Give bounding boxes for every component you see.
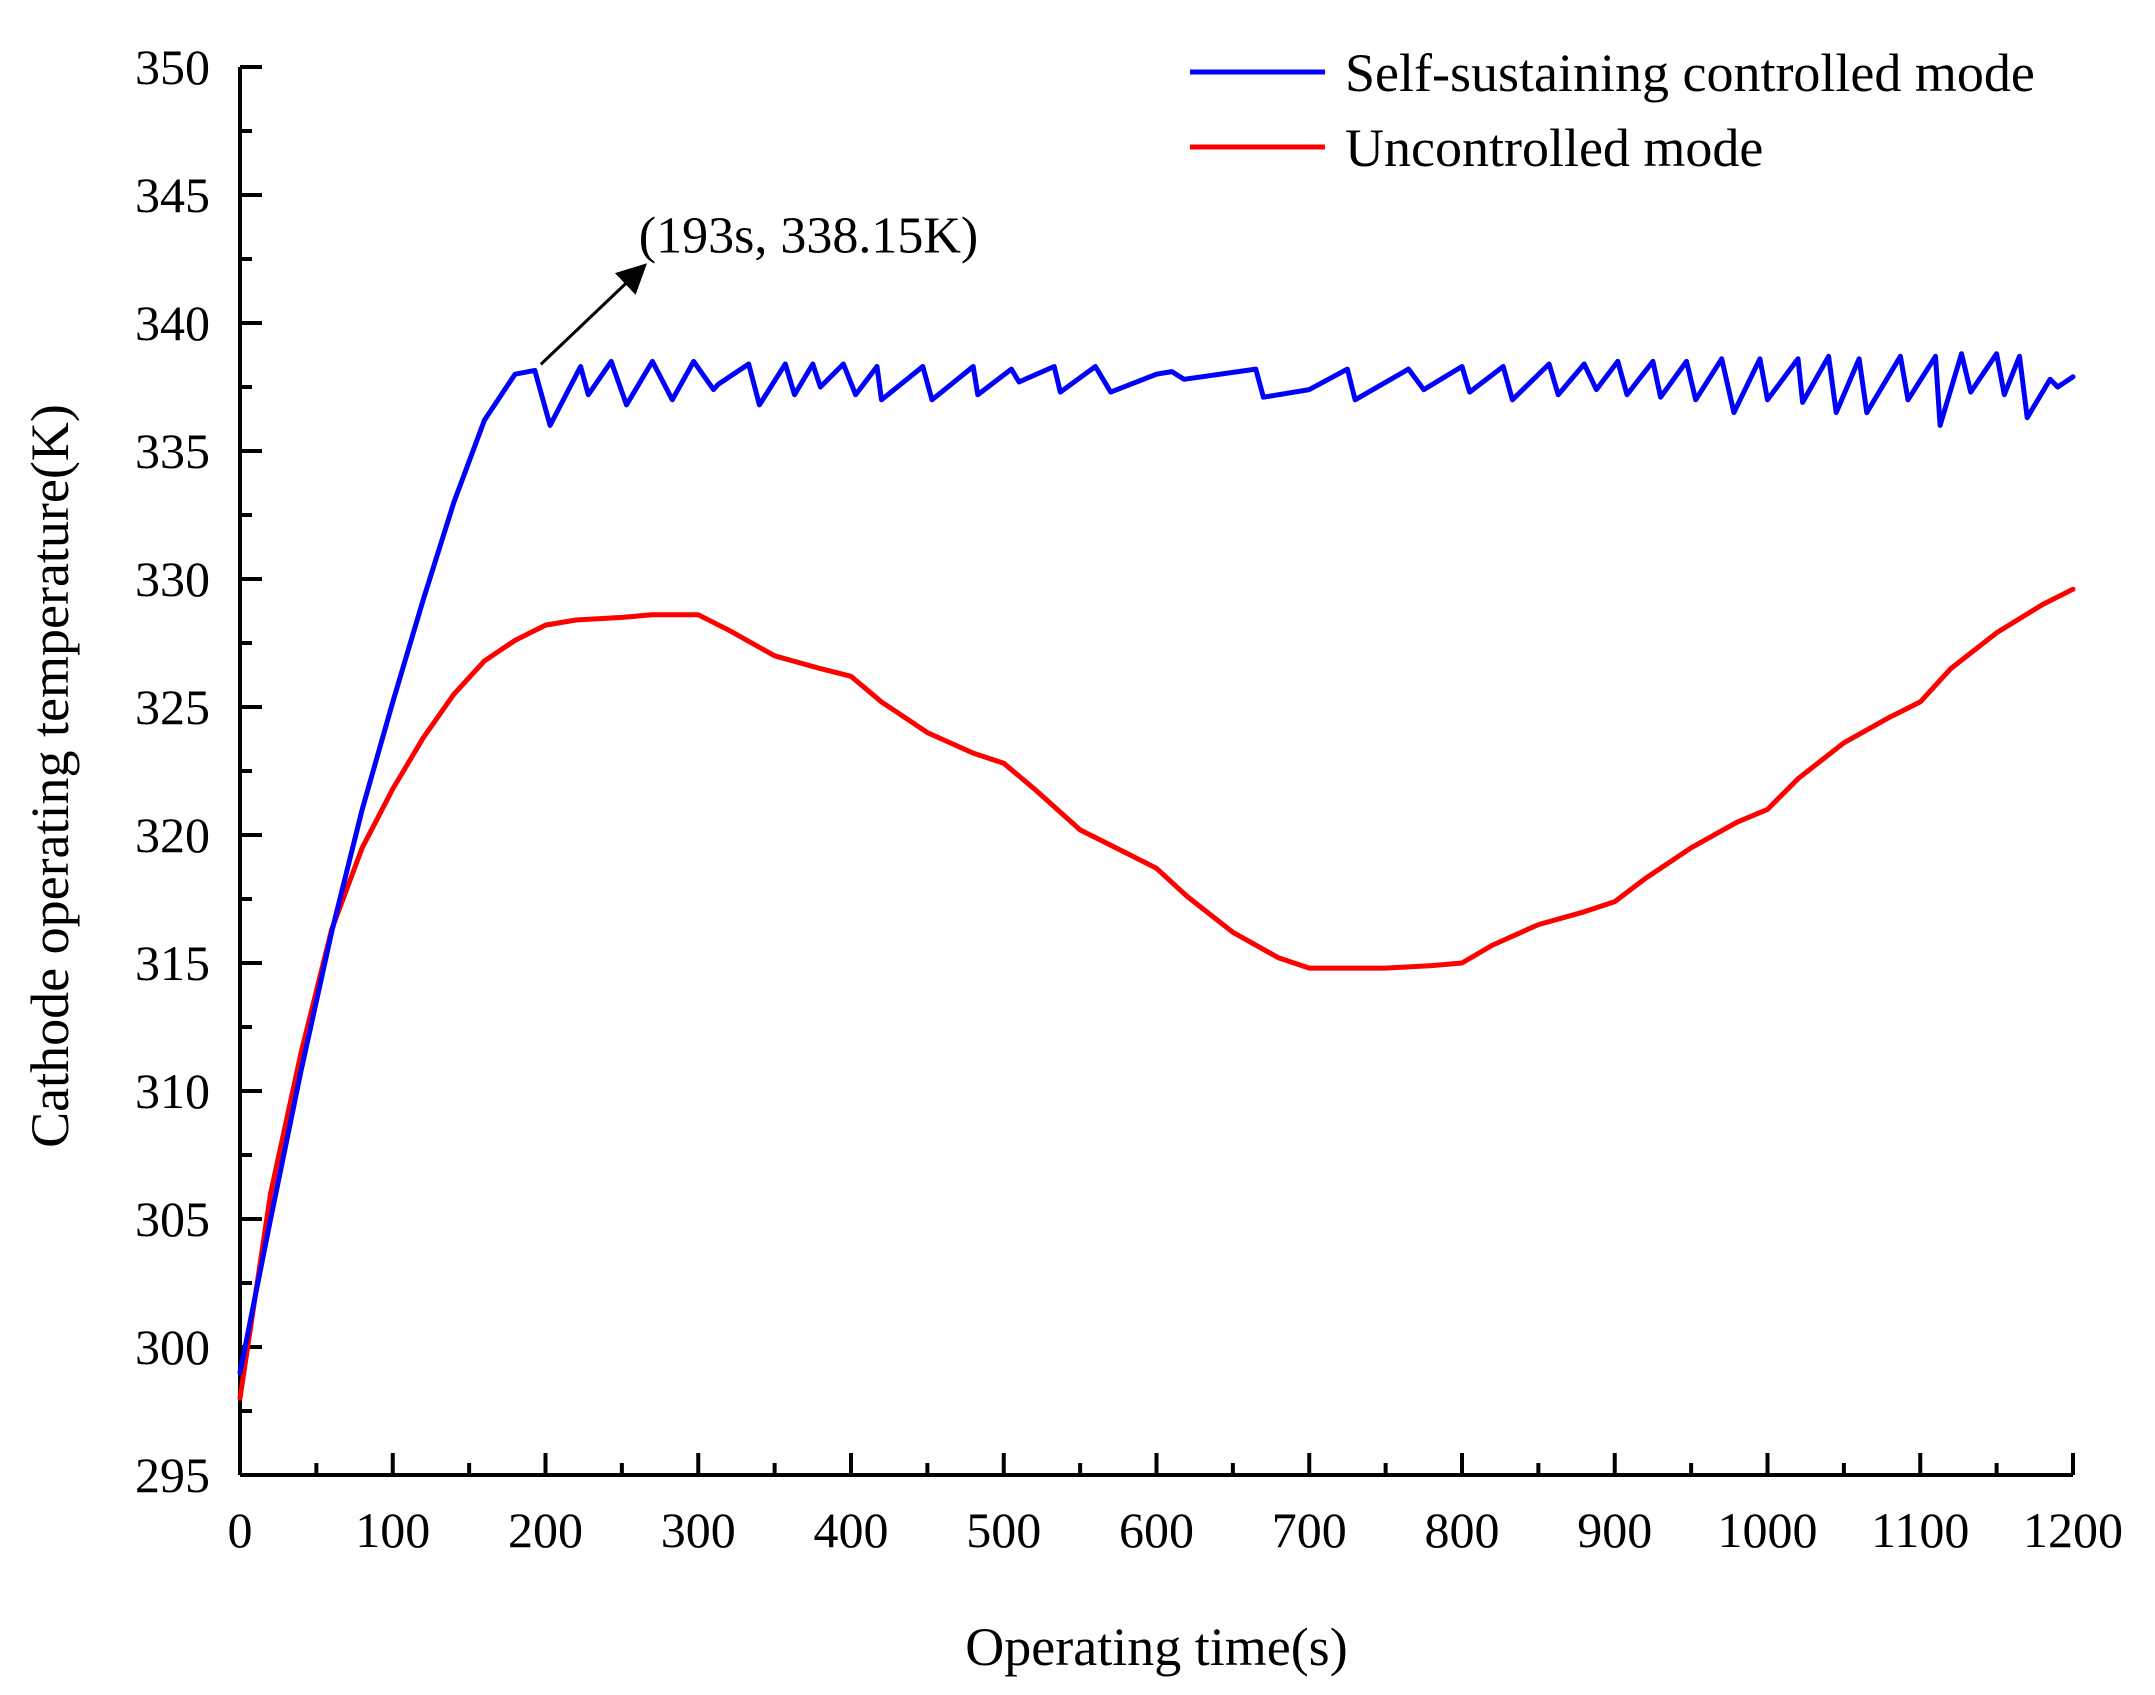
x-tick-label: 800 [1425,1502,1500,1558]
series-controlled-line [237,351,2076,1376]
legend-label-uncontrolled: Uncontrolled mode [1345,118,1763,178]
x-tick-label: 1100 [1871,1502,1969,1558]
x-tick-label: 200 [508,1502,583,1558]
x-tick-label: 0 [228,1502,253,1558]
x-tick-label: 400 [814,1502,889,1558]
y-tick-label: 315 [135,935,210,991]
y-tick-label: 330 [135,551,210,607]
legend-label-controlled: Self-sustaining controlled mode [1345,43,2035,103]
y-tick-label: 325 [135,679,210,735]
annotation-arrow [539,263,647,366]
y-tick-label: 345 [135,167,210,223]
x-tick-label: 100 [355,1502,430,1558]
x-tick-label: 900 [1577,1502,1652,1558]
y-tick-label: 350 [135,39,210,95]
x-tick-label: 700 [1272,1502,1347,1558]
series-uncontrolled-line [237,586,2076,1401]
annotation-label: (193s, 338.15K) [639,207,978,264]
y-tick-label: 295 [135,1447,210,1503]
x-ticks: 0 100 200 300 400 500 600 700 800 900 1000 1100 1200 [228,1453,2123,1558]
legend: Self-sustaining controlled mode Uncontro… [1190,43,2035,178]
x-tick-label: 500 [966,1502,1041,1558]
y-tick-label: 305 [135,1191,210,1247]
x-tick-label: 600 [1119,1502,1194,1558]
y-tick-label: 300 [135,1319,210,1375]
x-tick-label: 1000 [1718,1502,1818,1558]
y-ticks: 295 300 305 310 315 320 325 330 335 340 345 350 [135,39,262,1503]
y-axis-title: Cathode operating temperature(K) [20,404,80,1148]
x-axis-title: Operating time(s) [965,1617,1347,1677]
y-tick-label: 320 [135,807,210,863]
series-group [237,351,2076,1401]
y-tick-label: 310 [135,1063,210,1119]
x-tick-label: 1200 [2023,1502,2123,1558]
annotation: (193s, 338.15K) [539,207,978,366]
x-tick-label: 300 [661,1502,736,1558]
axes [238,67,2073,1477]
y-tick-label: 340 [135,295,210,351]
y-tick-label: 335 [135,423,210,479]
